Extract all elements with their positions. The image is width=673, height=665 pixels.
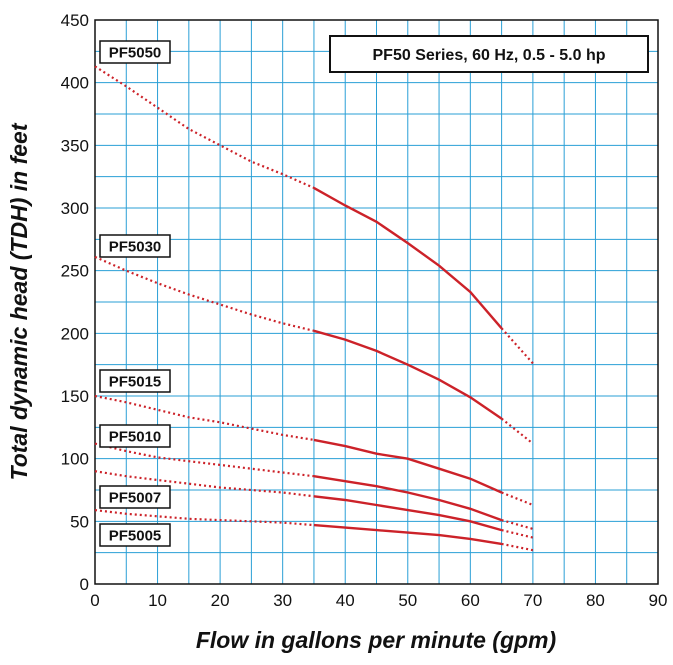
series-label-pf5007: PF5007: [99, 485, 171, 509]
series-label-pf5010: PF5010: [99, 424, 171, 448]
series-label-text: PF5010: [109, 429, 162, 446]
y-tick-label: 400: [61, 74, 89, 93]
y-tick-label: 350: [61, 136, 89, 155]
y-axis-title: Total dynamic head (TDH) in feet: [6, 122, 32, 480]
series-pf5007: [94, 470, 534, 539]
series-curves: [94, 65, 534, 552]
chart-title-border: [329, 35, 649, 73]
x-tick-label: 50: [398, 591, 417, 610]
series-labels: PF5050 PF5030 PF5015 PF5010 PF5007 PF5005: [99, 40, 171, 547]
plot-frame: [94, 19, 659, 585]
y-tick-label: 450: [61, 11, 89, 30]
x-tick-label: 90: [649, 591, 668, 610]
y-tick-label: 100: [61, 450, 89, 469]
series-pf5010: [94, 442, 534, 530]
series-label-box: [99, 234, 171, 258]
curve-solid: [313, 495, 502, 532]
y-tick-labels: 0 50 100 150 200 250 300 350 400 450: [61, 11, 89, 594]
series-label-box: [99, 40, 171, 64]
y-tick-label: 200: [61, 324, 89, 343]
grid: [95, 20, 658, 584]
curve-dotted-low: [94, 442, 315, 478]
series-label-box: [99, 523, 171, 547]
curve-solid: [313, 438, 503, 494]
x-tick-label: 0: [90, 591, 99, 610]
x-tick-labels: 0 10 20 30 40 50 60 70 80 90: [90, 591, 667, 610]
chart-title: PF50 Series, 60 Hz, 0.5 - 5.0 hp: [373, 47, 606, 64]
series-pf5050: [94, 65, 534, 365]
y-tick-label: 0: [80, 575, 89, 594]
curve-dotted-high: [500, 417, 534, 445]
x-axis-title: Flow in gallons per minute (gpm): [196, 627, 556, 653]
curve-dotted-low: [94, 394, 315, 441]
series-label-text: PF5030: [109, 239, 162, 256]
series-pf5015: [94, 394, 534, 507]
x-tick-label: 20: [211, 591, 230, 610]
curve-dotted-low: [94, 470, 315, 498]
series-label-pf5030: PF5030: [99, 234, 171, 258]
curve-dotted-high: [501, 542, 534, 552]
series-pf5030: [94, 255, 534, 445]
x-tick-label: 70: [523, 591, 542, 610]
x-tick-label: 30: [273, 591, 292, 610]
series-pf5005: [94, 509, 534, 552]
x-tick-label: 80: [586, 591, 605, 610]
curve-solid: [313, 475, 503, 522]
x-tick-label: 40: [336, 591, 355, 610]
series-label-pf5050: PF5050: [99, 40, 171, 64]
y-tick-label: 250: [61, 262, 89, 281]
curve-solid: [313, 186, 503, 330]
y-tick-label: 150: [61, 387, 89, 406]
curve-dotted-low: [94, 255, 315, 332]
chart-title-box: PF50 Series, 60 Hz, 0.5 - 5.0 hp: [329, 35, 649, 73]
curve-dotted-high: [501, 491, 534, 507]
series-label-box: [99, 424, 171, 448]
series-label-box: [99, 485, 171, 509]
series-label-box: [99, 369, 171, 393]
series-label-pf5005: PF5005: [99, 523, 171, 547]
series-label-text: PF5015: [109, 374, 162, 391]
curve-dotted-high: [501, 519, 534, 530]
x-tick-label: 10: [148, 591, 167, 610]
curve-dotted-low: [94, 509, 314, 527]
series-label-text: PF5007: [109, 490, 162, 507]
curve-solid: [313, 523, 502, 546]
series-label-text: PF5050: [109, 45, 162, 62]
curve-solid: [313, 329, 503, 420]
x-tick-label: 60: [461, 591, 480, 610]
y-tick-label: 50: [70, 512, 89, 531]
curve-dotted-low: [94, 65, 315, 189]
curve-dotted-high: [501, 529, 534, 539]
y-tick-label: 300: [61, 199, 89, 218]
series-label-text: PF5005: [109, 528, 162, 545]
series-label-pf5015: PF5015: [99, 369, 171, 393]
